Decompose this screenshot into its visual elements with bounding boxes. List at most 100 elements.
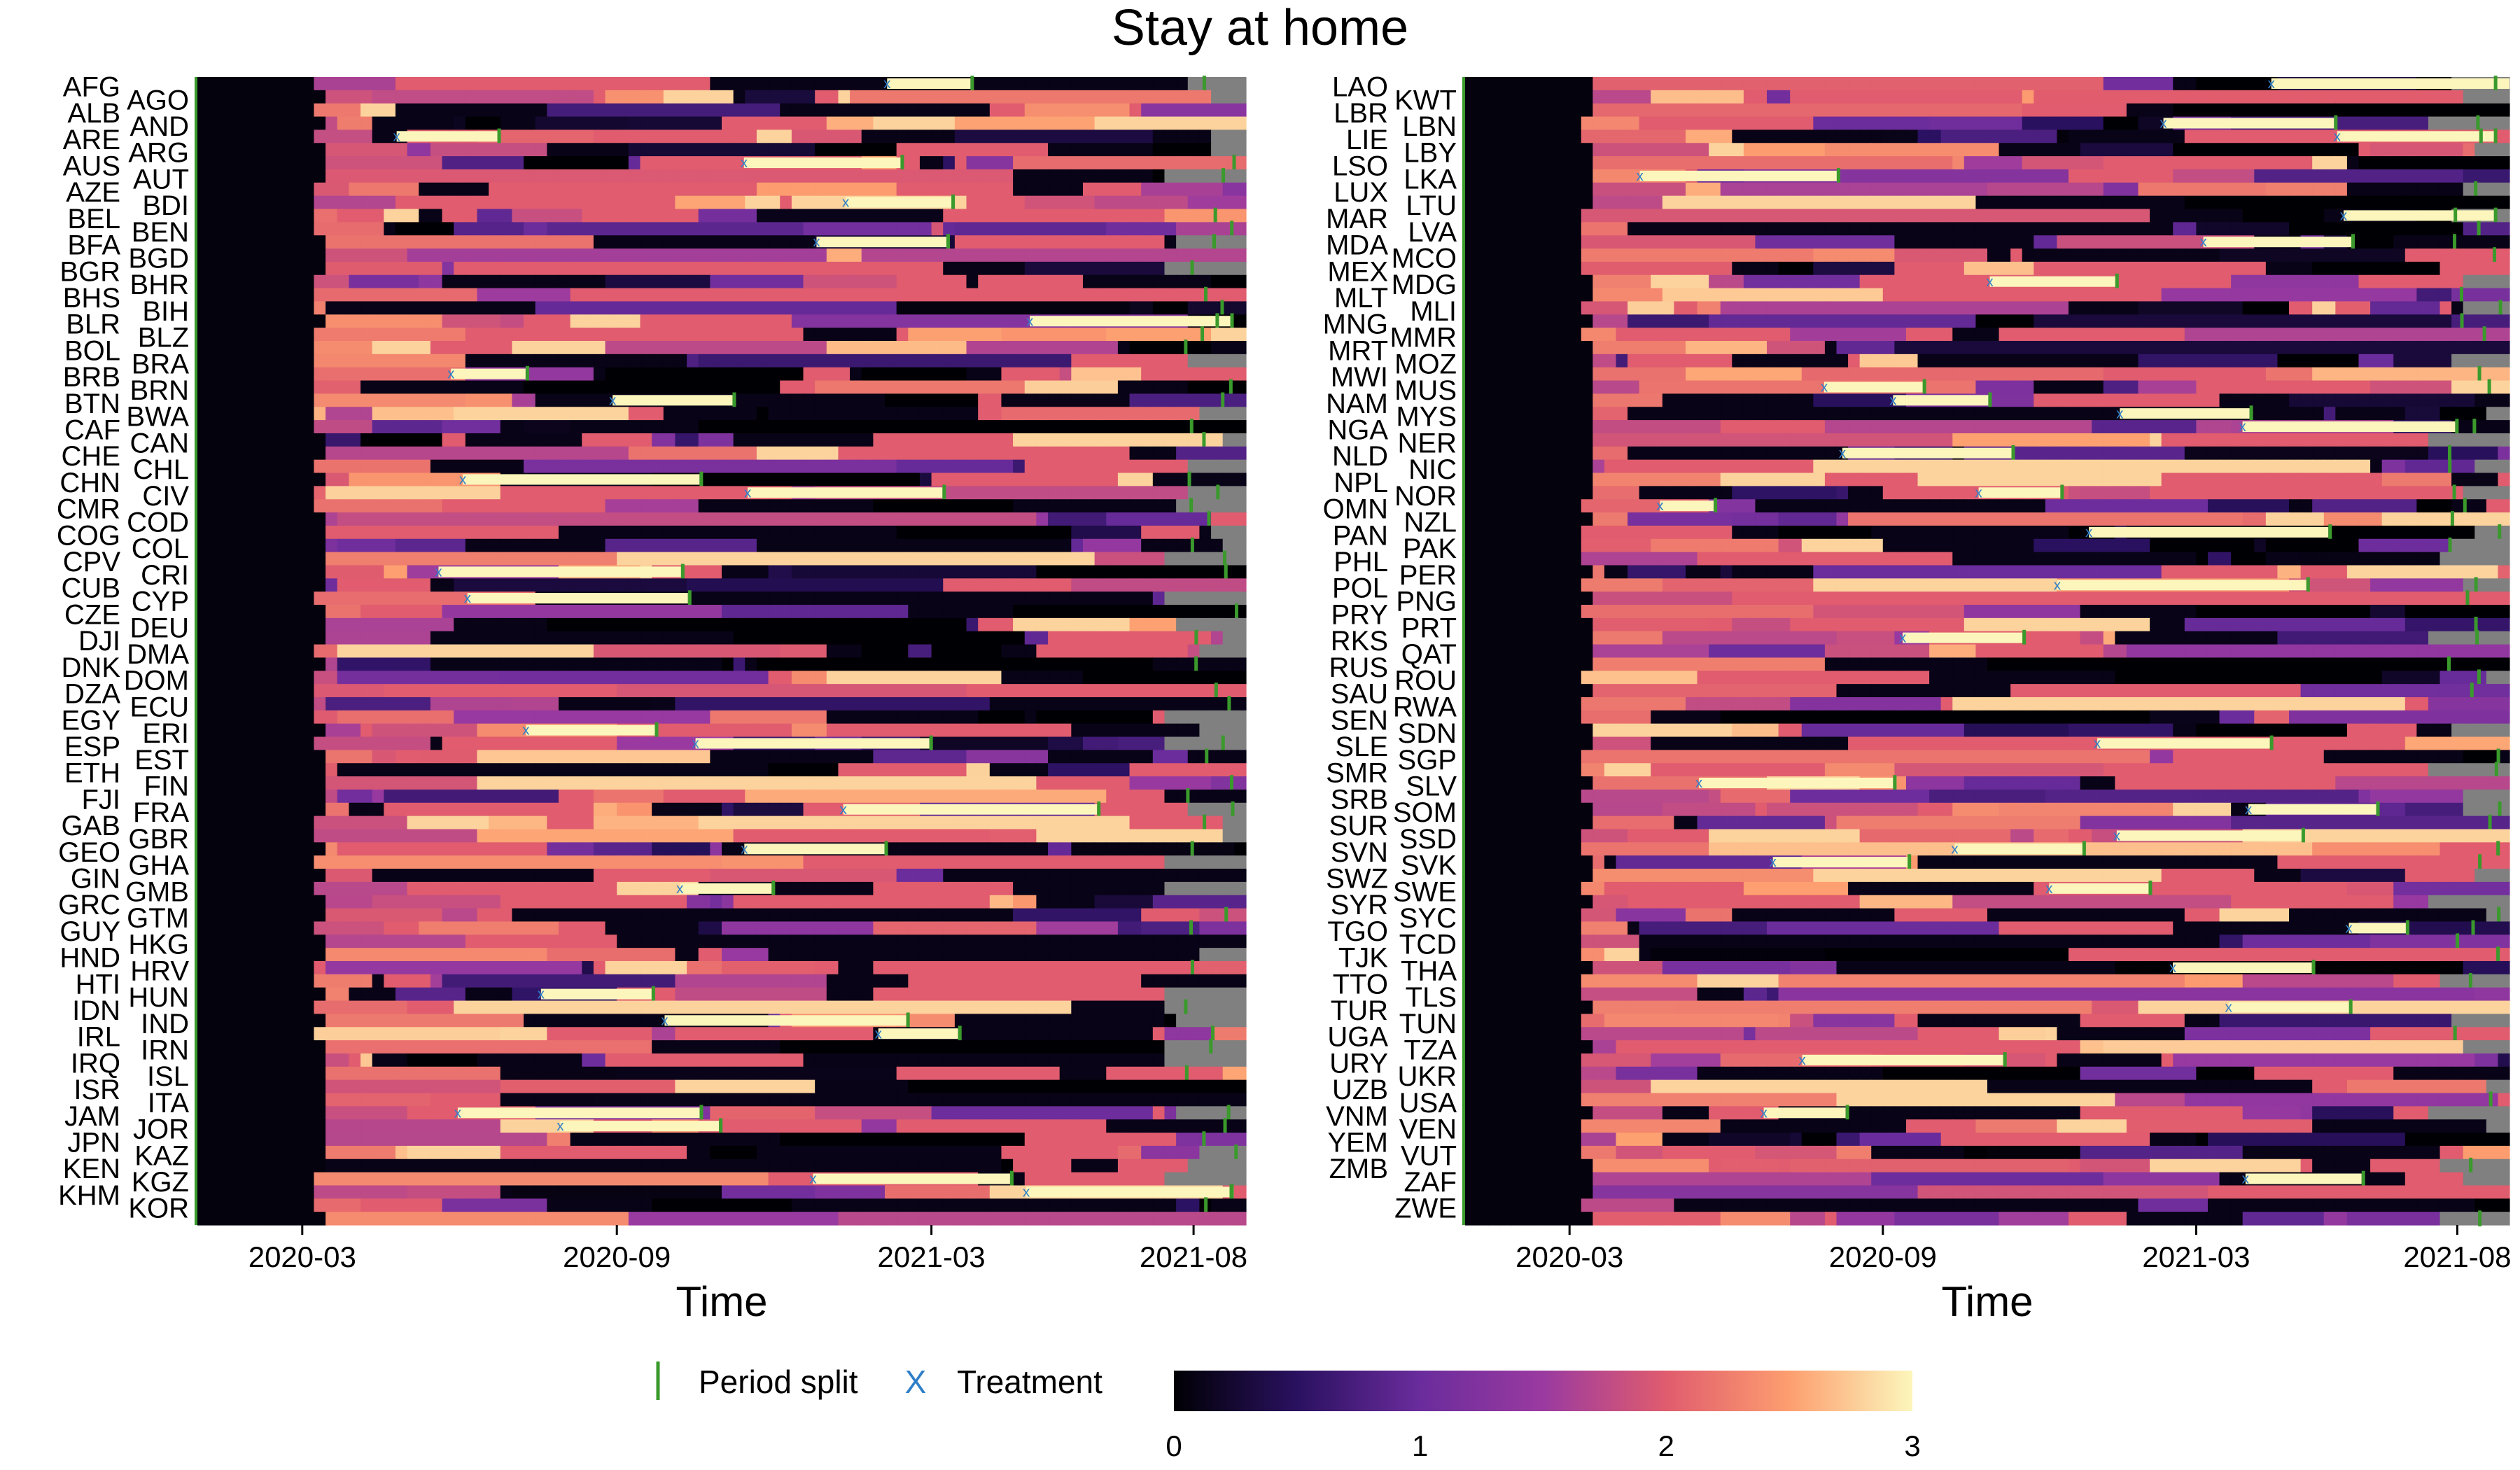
- heatmap-cell: [360, 393, 373, 407]
- heatmap-cell: [873, 274, 886, 289]
- heatmap-cell: [290, 592, 303, 606]
- heatmap-cell: [1211, 512, 1224, 526]
- heatmap-cell: [791, 512, 804, 526]
- heatmap-cell: [1094, 288, 1107, 302]
- heatmap-cell: [698, 420, 710, 434]
- heatmap-cell: [407, 644, 419, 659]
- heatmap-cell: [302, 671, 315, 685]
- heatmap-cell: [698, 90, 710, 104]
- heatmap-cell: [768, 605, 780, 619]
- heatmap-cell: [384, 433, 396, 447]
- heatmap-cell: [1094, 420, 1107, 434]
- heatmap-cell: [780, 235, 792, 249]
- heatmap-cell: [244, 130, 256, 144]
- heatmap-cell: [780, 380, 792, 395]
- heatmap-cell: [687, 380, 699, 395]
- heatmap-cell: [1048, 565, 1060, 579]
- heatmap-cell: [197, 789, 210, 804]
- heatmap-cell: [687, 90, 699, 104]
- heatmap-cell: [652, 143, 664, 157]
- heatmap-cell: [1199, 592, 1212, 606]
- heatmap-cell: [349, 578, 361, 592]
- heatmap-cell: [698, 433, 710, 447]
- period-split-marker: [732, 392, 736, 409]
- treatment-period: [887, 78, 971, 89]
- heatmap-cell: [1187, 103, 1200, 118]
- heatmap-cell: [722, 380, 734, 395]
- heatmap-cell: [640, 367, 652, 382]
- treatment-marker: x: [393, 128, 400, 144]
- heatmap-cell: [675, 143, 687, 157]
- heatmap-cell: [1117, 235, 1130, 249]
- heatmap-cell: [1082, 116, 1096, 130]
- heatmap-cell: [919, 433, 932, 447]
- heatmap-cell: [698, 341, 710, 355]
- heatmap-cell: [1036, 328, 1049, 342]
- heatmap-cell: [768, 789, 780, 804]
- heatmap-cell: [442, 723, 454, 738]
- heatmap-cell: [896, 499, 909, 513]
- heatmap-cell: [1094, 248, 1107, 262]
- heatmap-cell: [1234, 169, 1247, 183]
- heatmap-cell: [290, 552, 303, 566]
- heatmap-cell: [943, 499, 955, 513]
- heatmap-cell: [745, 776, 757, 790]
- heatmap-cell: [1176, 565, 1189, 579]
- heatmap-cell: [826, 696, 839, 711]
- heatmap-cell: [232, 301, 245, 315]
- heatmap-cell: [1222, 499, 1235, 513]
- heatmap-cell: [1001, 367, 1014, 382]
- heatmap-cell: [570, 143, 582, 157]
- heatmap-cell: [326, 459, 338, 474]
- heatmap-cell: [430, 750, 443, 764]
- heatmap-cell: [442, 605, 454, 619]
- heatmap-cell: [547, 499, 559, 513]
- heatmap-cell: [279, 605, 291, 619]
- heatmap-cell: [326, 209, 338, 223]
- heatmap-cell: [896, 684, 909, 698]
- heatmap-cell: [791, 354, 804, 368]
- heatmap-cell: [850, 182, 862, 197]
- heatmap-cell: [873, 499, 886, 513]
- heatmap-cell: [360, 631, 373, 645]
- heatmap-cell: [768, 288, 780, 302]
- heatmap-cell: [1129, 631, 1142, 645]
- heatmap-cell: [419, 341, 431, 355]
- heatmap-cell: [687, 512, 699, 526]
- heatmap-cell: [791, 103, 804, 118]
- heatmap-cell: [512, 617, 524, 632]
- heatmap-cell: [220, 578, 233, 592]
- heatmap-cell: [687, 288, 699, 302]
- treatment-period: [748, 487, 943, 498]
- heatmap-cell: [1013, 288, 1026, 302]
- heatmap-cell: [710, 103, 722, 118]
- heatmap-cell: [395, 143, 408, 157]
- heatmap-cell: [943, 459, 955, 474]
- heatmap-cell: [652, 696, 664, 711]
- heatmap-cell: [908, 182, 920, 197]
- heatmap-cell: [989, 525, 1002, 540]
- heatmap-cell: [442, 499, 454, 513]
- heatmap-cell: [558, 393, 571, 407]
- period-split-marker: [1194, 656, 1198, 673]
- heatmap-cell: [756, 538, 769, 553]
- heatmap-cell: [733, 301, 746, 315]
- heatmap-cell: [745, 617, 757, 632]
- heatmap-cell: [698, 407, 710, 421]
- heatmap-cell: [838, 222, 850, 236]
- heatmap-cell: [232, 657, 245, 671]
- heatmap-cell: [1234, 763, 1247, 777]
- heatmap-cell: [326, 261, 338, 276]
- heatmap-cell: [768, 525, 780, 540]
- heatmap-cell: [209, 420, 221, 434]
- heatmap-cell: [1082, 433, 1096, 447]
- heatmap-cell: [861, 209, 874, 223]
- heatmap-cell: [314, 314, 326, 328]
- heatmap-cell: [267, 222, 280, 236]
- heatmap-cell: [1129, 565, 1142, 579]
- heatmap-cell: [535, 696, 547, 711]
- heatmap-cell: [1106, 407, 1119, 421]
- heatmap-cell: [244, 261, 256, 276]
- heatmap-cell: [1234, 328, 1247, 342]
- heatmap-cell: [1141, 552, 1154, 566]
